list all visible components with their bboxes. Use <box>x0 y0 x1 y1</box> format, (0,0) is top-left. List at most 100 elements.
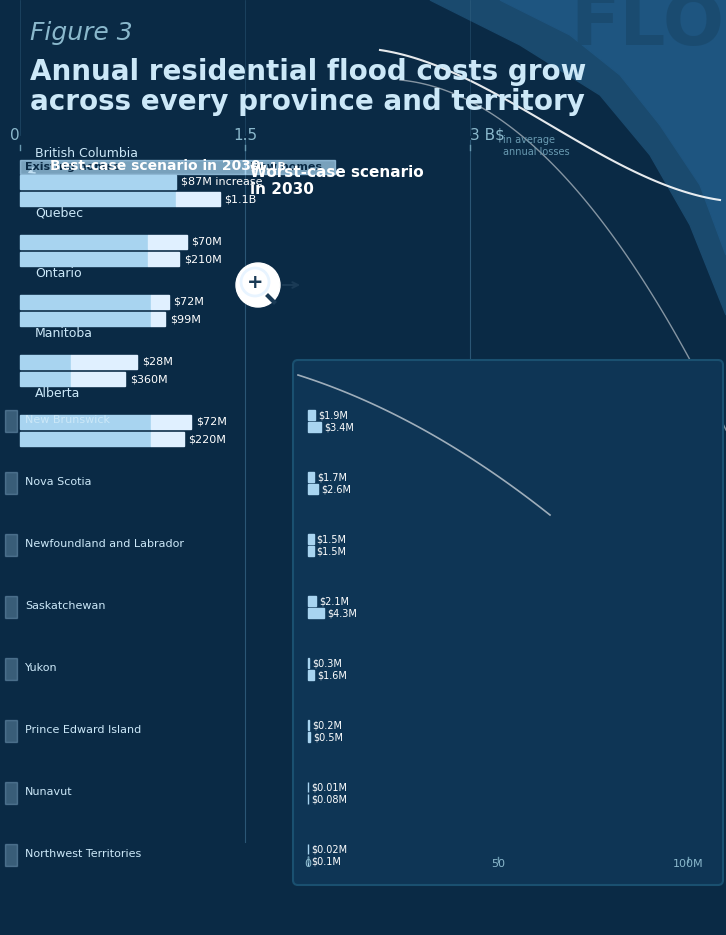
Bar <box>308 422 321 432</box>
Text: New Brunswick: New Brunswick <box>25 415 110 425</box>
Text: $1.5M: $1.5M <box>317 546 347 556</box>
Text: +: + <box>247 272 264 292</box>
Bar <box>5 720 17 742</box>
Bar <box>150 432 184 446</box>
Text: Yukon: Yukon <box>25 663 57 673</box>
Text: $99M: $99M <box>171 314 201 324</box>
Bar <box>5 596 17 618</box>
Text: $1.5M: $1.5M <box>317 534 347 544</box>
Text: 0: 0 <box>304 859 311 869</box>
Text: Figure 3: Figure 3 <box>30 21 133 45</box>
Text: $0.08M: $0.08M <box>311 794 347 804</box>
Bar <box>176 192 219 206</box>
Bar <box>5 658 17 680</box>
Text: Best-case scenario in 2030: Best-case scenario in 2030 <box>50 159 261 173</box>
Bar <box>20 235 147 249</box>
Circle shape <box>236 263 280 307</box>
Bar <box>308 732 310 742</box>
Text: British Columbia: British Columbia <box>35 147 138 160</box>
Bar <box>308 596 316 606</box>
Text: $0.1M: $0.1M <box>311 856 341 866</box>
Text: Existing homes: Existing homes <box>25 162 120 172</box>
Bar <box>150 415 191 429</box>
FancyBboxPatch shape <box>293 360 723 885</box>
Bar <box>308 410 315 420</box>
Text: $28M: $28M <box>142 357 173 367</box>
Text: $72M: $72M <box>174 297 205 307</box>
Text: $70M: $70M <box>192 237 222 247</box>
Text: $1.1B: $1.1B <box>224 194 257 204</box>
Text: $3.4M: $3.4M <box>324 422 354 432</box>
Text: Worst-case scenario
in 2030: Worst-case scenario in 2030 <box>250 165 424 197</box>
Bar <box>308 670 314 680</box>
Text: New homes: New homes <box>250 162 322 172</box>
Bar <box>308 608 325 618</box>
Text: 1.5: 1.5 <box>233 128 257 143</box>
Text: FLOOD: FLOOD <box>570 0 726 60</box>
Polygon shape <box>500 0 726 255</box>
Bar <box>20 175 176 189</box>
Text: $1.1B: $1.1B <box>250 162 286 172</box>
Bar <box>150 312 166 326</box>
Bar <box>5 782 17 804</box>
Bar <box>308 484 318 494</box>
Text: Alberta: Alberta <box>35 387 81 400</box>
Bar <box>20 295 150 309</box>
Text: Northwest Territories: Northwest Territories <box>25 849 142 859</box>
Text: Newfoundland and Labrador: Newfoundland and Labrador <box>25 539 184 549</box>
Text: Quebec: Quebec <box>35 207 83 220</box>
Circle shape <box>242 269 274 301</box>
Text: $2.6M: $2.6M <box>321 484 351 494</box>
Bar <box>71 355 137 369</box>
Text: $0.02M: $0.02M <box>311 844 347 854</box>
Bar <box>20 252 147 266</box>
Text: $360M: $360M <box>130 374 168 384</box>
Bar <box>71 372 125 386</box>
Text: 0: 0 <box>10 128 20 143</box>
Text: $1.6M: $1.6M <box>317 670 347 680</box>
Bar <box>308 546 314 556</box>
Bar <box>20 415 150 429</box>
Text: Nunavut: Nunavut <box>25 787 73 797</box>
Text: $1.9M: $1.9M <box>318 410 348 420</box>
Text: across every province and territory: across every province and territory <box>30 88 585 116</box>
Bar <box>20 355 71 369</box>
Bar <box>308 720 309 730</box>
Text: 100M: 100M <box>673 859 703 869</box>
Text: Saskatchewan: Saskatchewan <box>25 601 105 611</box>
Bar <box>308 534 314 544</box>
Text: Annual residential flood costs grow: Annual residential flood costs grow <box>30 58 587 86</box>
Text: $0.3M: $0.3M <box>312 658 342 668</box>
Bar <box>20 372 71 386</box>
Text: $87M increase: $87M increase <box>181 177 263 187</box>
Text: $0.5M: $0.5M <box>313 732 343 742</box>
Text: $2.1M: $2.1M <box>319 596 349 606</box>
Bar <box>5 844 17 866</box>
Text: $220M: $220M <box>189 434 227 444</box>
Bar <box>5 534 17 556</box>
Polygon shape <box>430 0 726 315</box>
Bar <box>20 312 150 326</box>
Text: $4.3M: $4.3M <box>327 608 357 618</box>
Bar <box>5 410 17 432</box>
Bar <box>308 472 314 482</box>
Bar <box>20 160 245 174</box>
Bar <box>147 252 179 266</box>
Bar <box>150 295 168 309</box>
Text: $1.7M: $1.7M <box>317 472 348 482</box>
Bar <box>20 432 150 446</box>
Bar <box>20 192 176 206</box>
Text: $72M: $72M <box>196 417 227 427</box>
Text: $210M: $210M <box>184 254 221 264</box>
Text: 50: 50 <box>491 859 505 869</box>
Text: Manitoba: Manitoba <box>35 327 93 340</box>
Text: in average
annual losses: in average annual losses <box>503 135 570 156</box>
Text: Ontario: Ontario <box>35 267 81 280</box>
Bar <box>245 160 335 174</box>
Bar <box>5 472 17 494</box>
Text: Nova Scotia: Nova Scotia <box>25 477 91 487</box>
Text: $0.2M: $0.2M <box>311 720 342 730</box>
Text: Prince Edward Island: Prince Edward Island <box>25 725 142 735</box>
Bar <box>147 235 187 249</box>
Text: 3 B$: 3 B$ <box>470 128 505 143</box>
